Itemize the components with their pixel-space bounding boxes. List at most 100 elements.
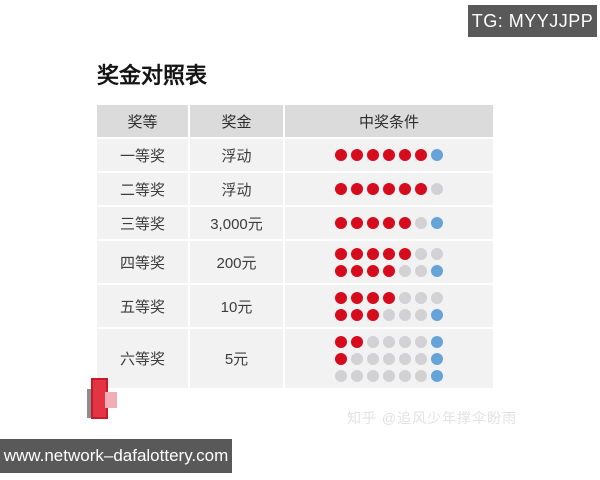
blue-dot xyxy=(431,335,443,348)
dot-line xyxy=(335,264,443,277)
red-dot xyxy=(351,247,363,260)
red-dot xyxy=(351,183,363,195)
red-dot xyxy=(335,183,347,195)
gray-dot xyxy=(383,369,395,382)
red-dot xyxy=(335,149,347,161)
red-dot xyxy=(383,264,395,277)
red-dot xyxy=(351,335,363,348)
dot-line xyxy=(335,217,443,229)
red-dot xyxy=(367,247,379,260)
red-dot xyxy=(335,291,347,304)
prize-amount-cell: 10元 xyxy=(190,285,283,327)
red-dot xyxy=(367,217,379,229)
red-dot xyxy=(415,183,427,195)
red-dot xyxy=(335,217,347,229)
dot-line xyxy=(335,369,443,382)
gray-dot xyxy=(399,264,411,277)
gray-dot xyxy=(335,369,347,382)
red-dot xyxy=(383,183,395,195)
red-dot xyxy=(367,264,379,277)
prize-amount-cell: 5元 xyxy=(190,329,283,388)
header-prize-level: 奖等 xyxy=(97,105,188,137)
gray-dot xyxy=(383,308,395,321)
dot-line xyxy=(335,308,443,321)
red-dot xyxy=(351,149,363,161)
prize-table-body: 一等奖 浮动 二等奖 浮动 三等奖 3,000元 四等奖 200元 五等奖 10… xyxy=(97,139,493,388)
win-condition-cell xyxy=(285,241,493,283)
zhihu-watermark: 知乎 @追风少年撑伞盼雨 xyxy=(347,410,518,426)
red-dot xyxy=(335,352,347,365)
red-dot xyxy=(399,247,411,260)
gray-dot xyxy=(431,183,443,195)
dot-line xyxy=(335,291,443,304)
gray-dot xyxy=(367,369,379,382)
gray-dot xyxy=(399,291,411,304)
prize-level-cell: 五等奖 xyxy=(97,285,188,327)
blue-dot xyxy=(431,352,443,365)
prize-level-cell: 三等奖 xyxy=(97,207,188,239)
blue-dot xyxy=(431,369,443,382)
header-prize-amount: 奖金 xyxy=(190,105,283,137)
red-dot xyxy=(351,217,363,229)
prize-level-cell: 六等奖 xyxy=(97,329,188,388)
red-dot xyxy=(367,308,379,321)
gray-dot xyxy=(415,264,427,277)
dot-line xyxy=(335,335,443,348)
blue-dot xyxy=(431,149,443,161)
gray-dot xyxy=(415,369,427,382)
dot-line xyxy=(335,149,443,161)
red-dot xyxy=(367,149,379,161)
gray-dot xyxy=(383,335,395,348)
prize-table: 奖等 奖金 中奖条件 一等奖 浮动 二等奖 浮动 三等奖 3,000元 四等奖 … xyxy=(97,105,493,390)
win-condition-cell xyxy=(285,207,493,239)
red-dot xyxy=(335,335,347,348)
prize-amount-cell: 200元 xyxy=(190,241,283,283)
table-row: 五等奖 10元 xyxy=(97,285,493,327)
gray-dot xyxy=(415,217,427,229)
red-dot xyxy=(383,247,395,260)
blue-dot xyxy=(431,264,443,277)
prize-level-cell: 四等奖 xyxy=(97,241,188,283)
red-dot xyxy=(399,183,411,195)
red-dot xyxy=(383,291,395,304)
gray-dot xyxy=(399,352,411,365)
red-dot xyxy=(335,308,347,321)
red-dot xyxy=(399,149,411,161)
table-row: 四等奖 200元 xyxy=(97,241,493,283)
red-dot xyxy=(351,291,363,304)
red-dot xyxy=(367,183,379,195)
gray-dot xyxy=(399,335,411,348)
win-condition-cell xyxy=(285,173,493,205)
table-row: 二等奖 浮动 xyxy=(97,173,493,205)
header-win-condition: 中奖条件 xyxy=(285,105,493,137)
gray-dot xyxy=(367,335,379,348)
dot-line xyxy=(335,183,443,195)
red-stamp-logo xyxy=(85,372,121,424)
gray-dot xyxy=(367,352,379,365)
telegram-contact-badge: TG: MYYJJPP xyxy=(468,5,597,37)
win-condition-cell xyxy=(285,139,493,171)
dot-line xyxy=(335,352,443,365)
gray-dot xyxy=(431,291,443,304)
table-row: 一等奖 浮动 xyxy=(97,139,493,171)
red-dot xyxy=(415,149,427,161)
gray-dot xyxy=(351,369,363,382)
blue-dot xyxy=(431,217,443,229)
red-dot xyxy=(367,291,379,304)
prize-amount-cell: 3,000元 xyxy=(190,207,283,239)
gray-dot xyxy=(415,335,427,348)
gray-dot xyxy=(415,308,427,321)
gray-dot xyxy=(351,352,363,365)
prize-level-cell: 二等奖 xyxy=(97,173,188,205)
win-condition-cell xyxy=(285,329,493,388)
blue-dot xyxy=(431,308,443,321)
gray-dot xyxy=(415,247,427,260)
gray-dot xyxy=(431,247,443,260)
table-row: 六等奖 5元 xyxy=(97,329,493,388)
gray-dot xyxy=(399,369,411,382)
red-dot xyxy=(351,308,363,321)
prize-amount-cell: 浮动 xyxy=(190,173,283,205)
red-dot xyxy=(383,149,395,161)
gray-dot xyxy=(415,352,427,365)
